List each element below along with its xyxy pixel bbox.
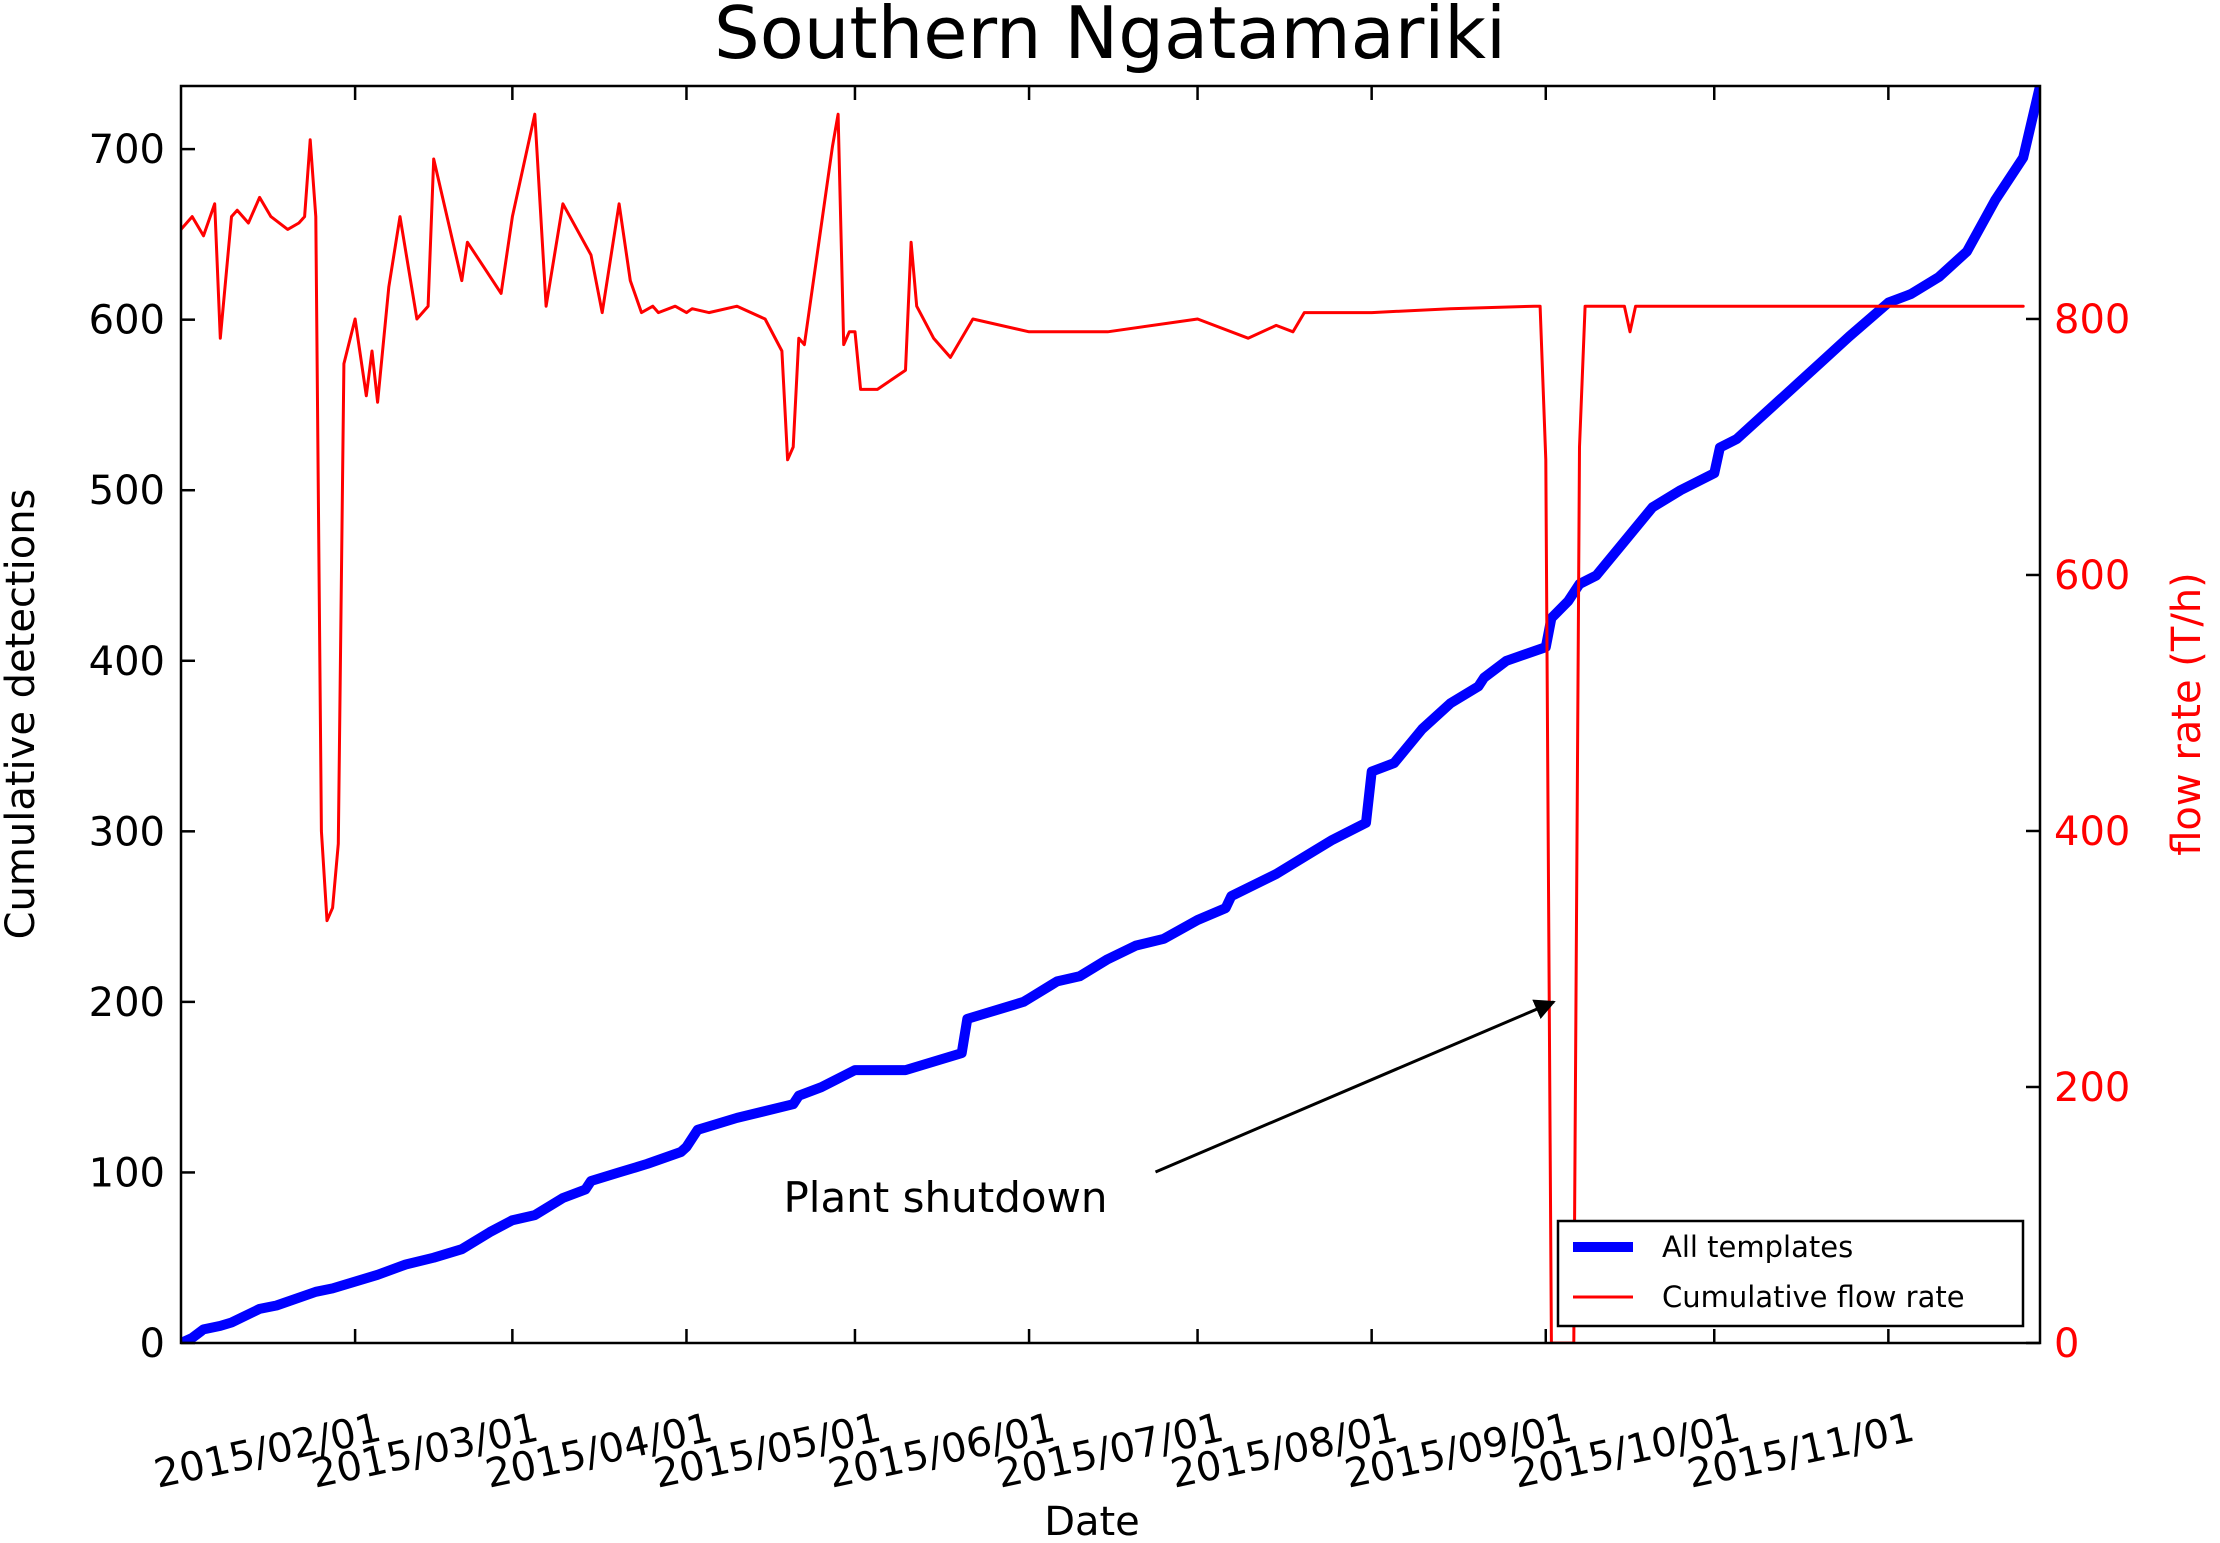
annotation-text: Plant shutdown — [783, 1173, 1107, 1222]
y-tick-label: 200 — [89, 980, 165, 1026]
y2-axis-label: flow rate (T/h) — [2164, 572, 2210, 856]
y2-tick-label: 400 — [2054, 809, 2130, 855]
y-tick-label: 400 — [89, 639, 165, 685]
y-axis-label: Cumulative detections — [0, 489, 44, 940]
chart-title: Southern Ngatamariki — [714, 0, 1506, 75]
legend-box — [1556, 1219, 2025, 1328]
y-tick-label: 600 — [89, 298, 165, 344]
y-tick-label: 300 — [89, 809, 165, 855]
legend-label-all-templates: All templates — [1662, 1230, 1853, 1264]
plot-frame — [179, 84, 2042, 1345]
y2-tick-label: 600 — [2054, 553, 2130, 599]
series-line-all-templates — [181, 86, 2040, 1343]
y-tick-label: 100 — [89, 1150, 165, 1196]
x-axis-label: Date — [1044, 1499, 1140, 1543]
series-line-flow-rate — [181, 112, 2025, 1343]
y2-tick-label: 200 — [2054, 1065, 2130, 1111]
legend-label-flow-rate: Cumulative flow rate — [1662, 1280, 1965, 1314]
y-tick-label: 500 — [89, 468, 165, 514]
y-tick-label: 700 — [89, 127, 165, 173]
annotation-arrow — [1154, 999, 1556, 1174]
legend: All templates Cumulative flow rate — [1556, 1219, 2025, 1328]
y2-tick-label: 0 — [2054, 1321, 2079, 1367]
y-tick-label: 0 — [140, 1321, 165, 1367]
y2-tick-label: 800 — [2054, 297, 2130, 343]
